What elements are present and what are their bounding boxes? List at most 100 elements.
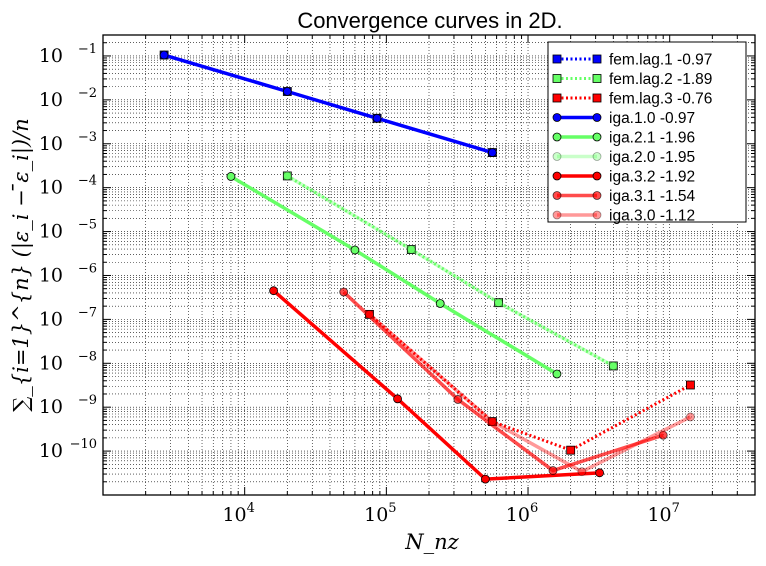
data-point — [406, 245, 416, 254]
data-point — [548, 466, 558, 475]
series-line — [272, 289, 600, 481]
series-line — [230, 174, 558, 376]
x-tick-label: 106 — [506, 501, 538, 526]
legend-marker — [592, 132, 602, 142]
legend-label: iga.2.1 -1.96 — [609, 130, 695, 147]
legend-label: fem.lag.2 -1.89 — [609, 71, 712, 88]
series-iga.1.0 — [159, 50, 497, 157]
y-tick-label: 10 −10 — [39, 437, 97, 462]
svg-text:∑_{i=1}^{n} (|ε_i − ̄ε_i|)/n: ∑_{i=1}^{n} (|ε_i − ̄ε_i|)/n — [9, 118, 34, 411]
legend-marker — [552, 191, 562, 200]
data-point — [566, 445, 576, 455]
x-tick-labels: 104 105 106 107 — [222, 501, 679, 526]
legend-marker — [552, 93, 562, 103]
series-line — [368, 313, 692, 474]
series-iga.3.1 — [339, 287, 668, 475]
data-point — [686, 412, 695, 422]
data-point — [608, 361, 618, 371]
legend-entry: iga.2.0 -1.95 — [552, 149, 695, 166]
legend-label: iga.2.0 -1.95 — [609, 149, 695, 166]
data-point — [339, 287, 349, 297]
legend-label: iga.3.2 -1.92 — [609, 169, 695, 186]
x-axis-label: N_nz — [404, 530, 459, 554]
legend-entry: fem.lag.1 -0.97 — [552, 52, 712, 69]
legend-marker — [552, 152, 562, 161]
legend-marker — [552, 113, 562, 122]
series-line — [342, 290, 664, 473]
legend-marker — [592, 54, 602, 64]
y-tick-label: 10 −9 — [39, 393, 97, 418]
data-point — [658, 430, 668, 440]
data-point — [608, 361, 618, 371]
data-point — [487, 417, 497, 426]
legend-entry: fem.lag.2 -1.89 — [552, 71, 712, 88]
data-point — [282, 171, 292, 181]
y-tick-label: 10 −7 — [39, 305, 97, 330]
y-tick-label: 10 −5 — [39, 218, 97, 243]
series-line — [286, 174, 615, 368]
legend-marker — [592, 191, 602, 200]
x-tick-label: 105 — [364, 501, 396, 526]
legend-entry: iga.3.2 -1.92 — [552, 169, 695, 186]
legend-label: iga.1.0 -0.97 — [609, 110, 695, 127]
legend-marker — [552, 54, 562, 64]
ticks — [102, 35, 756, 496]
legend-marker — [592, 210, 602, 220]
legend-box — [547, 41, 747, 223]
legend-marker — [592, 113, 602, 122]
svg-text:N_nz: N_nz — [404, 530, 459, 554]
series-line — [286, 174, 615, 368]
data-point — [487, 148, 497, 157]
data-point — [282, 171, 292, 181]
legend-entry: iga.3.1 -1.54 — [552, 188, 696, 205]
chart-title: Convergence curves in 2D. — [297, 8, 562, 33]
series-fem.lag.2 — [282, 171, 618, 371]
data-point — [393, 394, 402, 404]
legend-entry: iga.1.0 -0.97 — [552, 110, 695, 127]
legend-label: iga.3.1 -1.54 — [609, 188, 696, 205]
y-tick-label: 10 −2 — [39, 86, 97, 111]
series-iga.3.0 — [365, 309, 695, 477]
data-point — [494, 298, 504, 308]
legend-marker — [592, 74, 602, 83]
y-tick-label: 10 −1 — [39, 42, 97, 67]
legend-entry: iga.3.0 -1.12 — [552, 208, 695, 225]
data-point — [480, 474, 490, 484]
legend-label: fem.lag.3 -0.76 — [609, 91, 712, 108]
legend-marker — [552, 171, 562, 181]
data-point — [282, 87, 292, 96]
legend-marker — [592, 93, 602, 103]
legend-label: iga.3.0 -1.12 — [609, 208, 695, 225]
data-point — [159, 50, 169, 60]
legend-marker — [552, 132, 562, 142]
series-iga.3.2 — [269, 286, 604, 484]
data-point — [494, 298, 504, 308]
y-tick-label: 10 −8 — [39, 349, 97, 374]
legend-marker — [552, 74, 562, 83]
data-point — [595, 468, 604, 478]
y-tick-label: 10 −4 — [39, 174, 97, 199]
data-point — [372, 113, 382, 123]
data-point — [435, 299, 445, 308]
legend-marker — [592, 171, 602, 181]
legend-entry: fem.lag.3 -0.76 — [552, 91, 712, 108]
series-iga.2.1 — [226, 172, 562, 379]
data-point — [686, 380, 695, 390]
data-point — [350, 245, 360, 255]
legend-entry: iga.2.1 -1.96 — [552, 130, 695, 147]
data-point — [406, 245, 416, 254]
legend-marker — [552, 210, 562, 220]
series-line — [368, 313, 692, 452]
legend-marker — [592, 152, 602, 161]
y-axis-label: ∑_{i=1}^{n} (|ε_i − ̄ε_i|)/n — [9, 118, 34, 411]
data-point — [453, 395, 463, 404]
y-tick-label: 10 −3 — [39, 130, 97, 155]
data-point — [365, 309, 374, 319]
data-point — [552, 369, 562, 379]
x-tick-label: 107 — [647, 501, 679, 526]
series-iga.2.0 — [282, 171, 618, 371]
data-point — [577, 467, 587, 477]
data-point — [226, 172, 236, 181]
data-point — [269, 286, 278, 296]
